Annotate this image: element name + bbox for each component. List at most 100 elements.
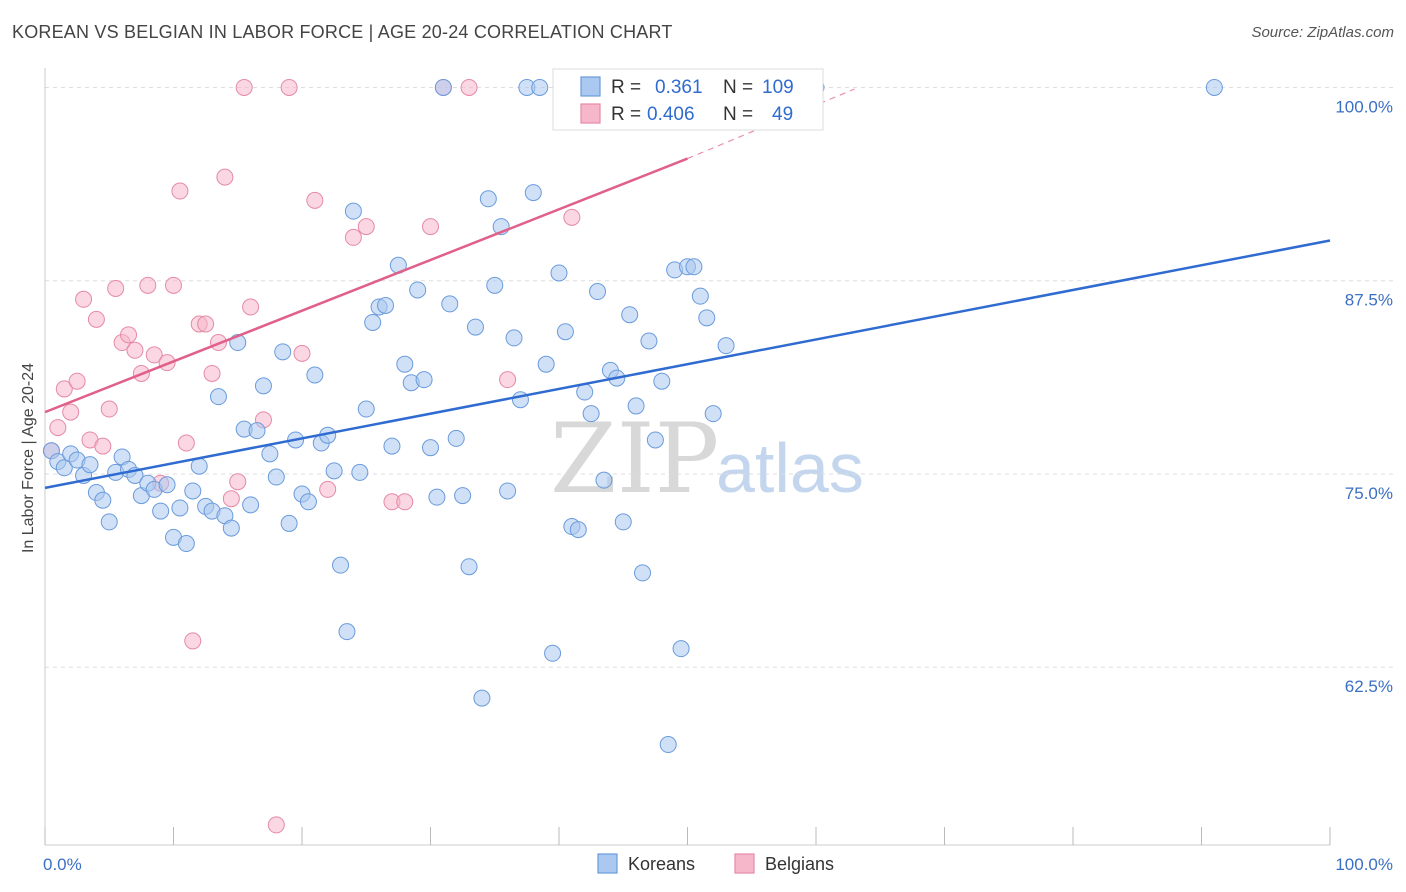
koreans-point xyxy=(422,439,439,457)
belgians-point xyxy=(235,78,253,96)
koreans-point xyxy=(582,405,600,423)
belgians-point xyxy=(197,315,215,333)
belgians-point xyxy=(62,403,80,421)
koreans-point xyxy=(248,422,266,440)
koreans-point xyxy=(499,482,517,500)
chart-title: KOREAN VS BELGIAN IN LABOR FORCE | AGE 2… xyxy=(12,22,673,42)
bottom-legend: Koreans Belgians xyxy=(597,853,834,874)
top-legend: R = 0.361 N = 109 R = 0.406 N = 49 xyxy=(552,68,824,131)
koreans-point xyxy=(627,397,645,415)
koreans-point xyxy=(704,405,722,423)
belgians-point xyxy=(203,364,221,382)
y-tick-label: 62.5% xyxy=(1345,677,1393,696)
legend-belgians-n-label: N = xyxy=(723,104,753,125)
axes xyxy=(44,68,1331,846)
y-tick-labels: 62.5% 75.0% 87.5% 100.0% xyxy=(1335,97,1393,696)
source-label: Source: ZipAtlas.com xyxy=(1251,24,1394,41)
koreans-point xyxy=(434,78,452,96)
x-tick-label-start: 0.0% xyxy=(43,855,82,874)
koreans-point xyxy=(222,519,240,537)
legend-belgians-n-value: 49 xyxy=(772,104,793,125)
koreans-point xyxy=(717,337,735,355)
koreans-point xyxy=(332,556,350,574)
koreans-point xyxy=(460,558,478,576)
y-tick-label: 75.0% xyxy=(1345,484,1393,503)
koreans-point xyxy=(441,295,459,313)
legend-koreans-r-value: 0.361 xyxy=(655,77,703,98)
koreans-point xyxy=(152,502,170,520)
koreans-point xyxy=(100,513,118,531)
koreans-point xyxy=(537,355,555,373)
koreans-point xyxy=(473,689,491,707)
koreans-point xyxy=(254,377,272,395)
belgians-point xyxy=(319,480,337,498)
koreans-point xyxy=(396,355,414,373)
koreans-point xyxy=(505,329,523,347)
belgians-point xyxy=(267,816,285,834)
koreans-point xyxy=(556,323,574,341)
koreans-point xyxy=(338,623,356,641)
koreans-point xyxy=(454,487,472,505)
bottom-legend-koreans-label: Koreans xyxy=(628,854,695,874)
x-tick-labels: 0.0% 100.0% xyxy=(43,855,1393,874)
koreans-point xyxy=(242,496,260,514)
koreans-point xyxy=(634,564,652,582)
koreans-point xyxy=(94,491,112,509)
belgians-point xyxy=(396,493,414,511)
legend-koreans-r-label: R = xyxy=(611,77,641,98)
koreans-point xyxy=(576,383,594,401)
koreans-point xyxy=(415,371,433,389)
koreans-point xyxy=(595,471,613,489)
legend-koreans-swatch xyxy=(580,76,601,97)
koreans-point xyxy=(357,400,375,418)
koreans-point xyxy=(479,190,497,208)
koreans-point xyxy=(1205,78,1223,96)
koreans-point xyxy=(653,372,671,390)
koreans-point xyxy=(325,462,343,480)
koreans-point xyxy=(383,437,401,455)
y-tick-label: 100.0% xyxy=(1335,97,1393,116)
belgians-points xyxy=(42,78,722,834)
koreans-point xyxy=(428,488,446,506)
belgians-point xyxy=(139,276,157,294)
koreans-point xyxy=(544,644,562,662)
belgians-point xyxy=(216,168,234,186)
belgians-point xyxy=(165,276,182,294)
belgians-point xyxy=(120,326,138,344)
belgians-point xyxy=(107,279,125,297)
legend-koreans-n-value: 109 xyxy=(762,77,794,98)
koreans-point xyxy=(466,318,484,336)
koreans-point xyxy=(377,296,395,314)
legend-belgians-swatch xyxy=(580,103,601,124)
koreans-point xyxy=(171,499,189,517)
belgians-point xyxy=(242,298,260,316)
belgians-point xyxy=(280,78,298,96)
belgians-point xyxy=(100,400,118,418)
koreans-point xyxy=(646,431,664,449)
koreans-point xyxy=(351,463,369,481)
bottom-legend-koreans-swatch xyxy=(597,853,618,874)
belgians-point xyxy=(177,434,195,452)
koreans-point xyxy=(569,521,587,539)
belgians-point xyxy=(171,182,189,200)
koreans-point xyxy=(267,468,285,486)
koreans-point xyxy=(659,736,677,754)
koreans-point xyxy=(698,309,716,327)
bottom-legend-belgians-swatch xyxy=(734,853,755,874)
belgians-point xyxy=(87,310,105,328)
y-axis-title: In Labor Force | Age 20-24 xyxy=(20,363,37,553)
koreans-point xyxy=(190,457,208,475)
belgians-point xyxy=(68,372,86,390)
koreans-point xyxy=(486,276,504,294)
koreans-point xyxy=(640,332,658,350)
koreans-point xyxy=(55,459,73,477)
belgians-point xyxy=(357,218,375,236)
watermark-atlas: atlas xyxy=(716,429,864,507)
koreans-trend-line xyxy=(44,239,1331,490)
koreans-point xyxy=(409,281,427,299)
koreans-point xyxy=(177,535,195,553)
koreans-point xyxy=(364,313,382,331)
belgians-point xyxy=(49,419,67,437)
koreans-point xyxy=(691,287,709,305)
